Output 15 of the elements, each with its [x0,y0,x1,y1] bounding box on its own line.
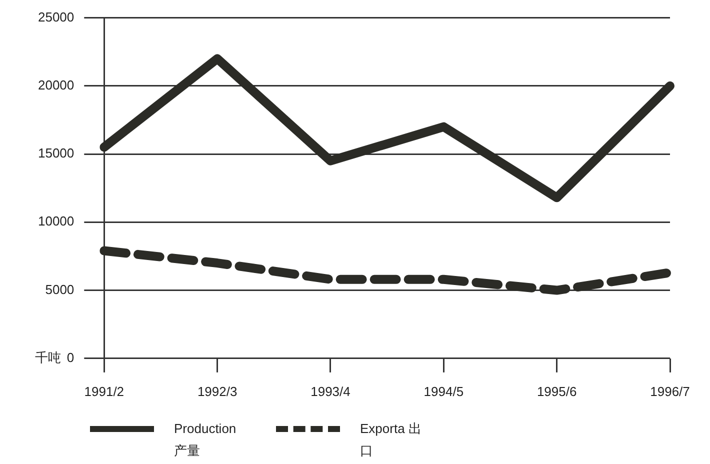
x-tick-label: 1996/7 [650,384,690,399]
x-tick-label: 1995/6 [536,384,577,399]
x-tick-label: 1993/4 [310,384,350,399]
y-axis-title: 千吨 [34,350,61,366]
x-tick-label: 1992/3 [197,384,238,399]
y-tick-label: 25000 [38,9,74,24]
x-tick-label: 1991/2 [84,384,124,399]
y-tick-label: 10000 [38,214,74,229]
legend-label: Exporta 出口 [360,420,422,460]
x-tick-label: 1994/5 [424,384,464,399]
y-tick-label: 5000 [45,282,74,297]
y-tick-label: 0 [66,350,74,365]
y-tick-label: 20000 [38,78,74,92]
legend-label: Production 产量 [174,420,238,460]
y-tick-label: 15000 [38,146,74,161]
